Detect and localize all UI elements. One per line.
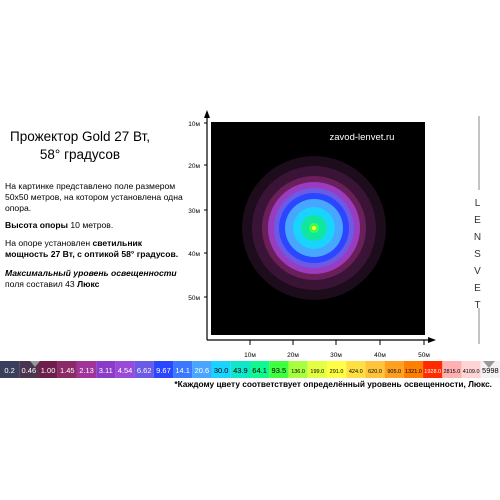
text: На опоре установлен <box>5 238 91 248</box>
scale-label: 1.00 <box>41 366 56 375</box>
scale-cell <box>250 361 270 378</box>
text: На картинке представлено поле размером 5… <box>5 181 183 213</box>
scale-cell <box>230 361 250 378</box>
axes <box>206 112 432 341</box>
x-axis-label: 40м <box>374 352 386 359</box>
x-axis-label: 10м <box>244 352 256 359</box>
scale-cell <box>442 361 462 378</box>
bold-text: светильник мощность 27 Вт, с оптикой 58°… <box>5 238 179 259</box>
brand-lines <box>478 116 480 344</box>
scale-cell <box>346 361 366 378</box>
scale-label: 620.0 <box>368 369 382 375</box>
arrow <box>428 337 436 343</box>
scale-cell <box>480 361 500 378</box>
scale-cell <box>134 361 154 378</box>
scale-label: 424.0 <box>349 369 363 375</box>
scale-label: 4109.0 <box>463 369 480 375</box>
y-axis-label: 50м <box>188 295 200 302</box>
illuminance-plot: zavod-lenvet.ru 10м 20м 30м 40м 50м 10м 20м 30м… <box>188 110 436 359</box>
scale-label: 199.0 <box>310 369 324 375</box>
paragraph: На картинке представлено поле размером 5… <box>5 181 185 214</box>
scale-label: 1928.0 <box>424 369 441 375</box>
scale-label: 0.2 <box>4 366 14 375</box>
scale-label: 30.0 <box>214 366 229 375</box>
scale-label: 905.0 <box>387 369 401 375</box>
scale-label: 64.1 <box>252 366 267 375</box>
watermark: zavod-lenvet.ru <box>330 132 395 143</box>
scale-cell <box>0 361 20 378</box>
scale-cell <box>96 361 116 378</box>
x-axis-label: 20м <box>287 352 299 359</box>
color-scale: 0.2 0.46 1.00 1.45 2.13 3.11 4.54 6.62 9.67 14.1 2… <box>0 361 500 378</box>
heading-line: 58° градусов <box>39 147 121 162</box>
y-axis-label: 20м <box>188 163 200 170</box>
scale-label: 0.46 <box>22 366 37 375</box>
scale-label: 291.0 <box>330 369 344 375</box>
scale-label: 14.1 <box>175 366 190 375</box>
scale-label: 1.45 <box>60 366 75 375</box>
scale-cell <box>423 361 443 378</box>
scale-cell <box>269 361 289 378</box>
light-spot <box>242 156 386 300</box>
y-axis-label: 10м <box>188 121 200 128</box>
scale-label: 3.11 <box>99 366 113 375</box>
scale-cell <box>288 361 308 378</box>
scale-label: 20.6 <box>195 366 210 375</box>
scale-label: 6.62 <box>137 366 152 375</box>
paragraph: На опоре установлен светильник мощность … <box>5 238 185 260</box>
scale-cell <box>403 361 424 378</box>
scale-cell <box>153 361 174 378</box>
brand: LENSVET <box>472 198 483 317</box>
arrow <box>204 110 210 118</box>
text: поля составил 43 <box>5 279 75 289</box>
bold-text: Люкс <box>77 279 100 289</box>
scale-label: 43.9 <box>233 366 248 375</box>
y-axis-label: 30м <box>188 208 200 215</box>
bold-text: Высота опоры <box>5 220 69 230</box>
scale-label: 9.67 <box>156 366 171 375</box>
scale-cell <box>326 361 347 378</box>
scale-arrow <box>483 361 495 368</box>
scale-arrow <box>30 361 40 367</box>
scale-cell <box>115 361 135 378</box>
text: 10 метров. <box>70 220 114 230</box>
paragraph: Максимальный уровень освещенности поля со… <box>5 268 185 290</box>
x-axis-label: 50м <box>418 352 430 359</box>
scale-label: 2.13 <box>79 366 94 375</box>
heading-line: Прожектор Gold 27 Вт, <box>10 129 150 144</box>
scale-cell <box>461 361 481 378</box>
scale-cell <box>173 361 193 378</box>
scale-cell <box>384 361 404 378</box>
scale-label: 4.54 <box>118 366 133 375</box>
scale-cell <box>192 361 212 378</box>
scale-label: 136.0 <box>291 369 305 375</box>
footnote: *Каждому цвету соответствует определённы… <box>174 379 492 389</box>
scale-label: 93.5 <box>272 366 287 375</box>
bold-italic-text: Максимальный уровень освещенности <box>5 268 177 278</box>
ring <box>312 226 316 230</box>
scale-cell <box>57 361 77 378</box>
scale-label: 5998 <box>482 366 499 375</box>
scale-label: 1321.0 <box>405 369 422 375</box>
scale-label: 2815.0 <box>444 369 461 375</box>
scale-cell <box>211 361 231 378</box>
y-axis-label: 40м <box>188 251 200 258</box>
heading: Прожектор Gold 27 Вт, 58° градусов <box>0 128 160 164</box>
scale-cell <box>76 361 97 378</box>
x-axis-label: 30м <box>330 352 342 359</box>
paragraph: Высота опоры 10 метров. <box>5 220 185 231</box>
scale-cell <box>365 361 385 378</box>
scale-cell <box>307 361 327 378</box>
scale-cell <box>38 361 58 378</box>
